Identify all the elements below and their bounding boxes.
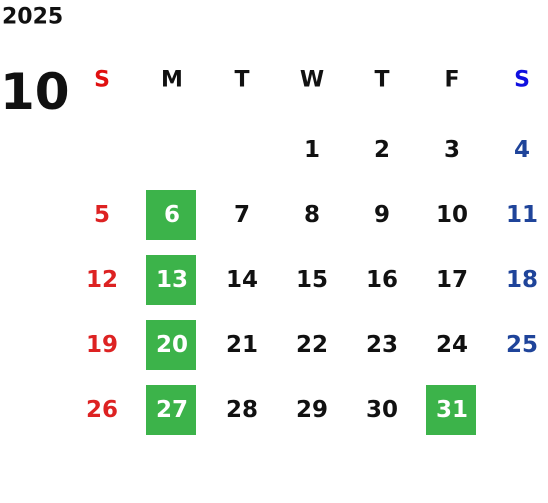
day-number: 10 xyxy=(436,202,468,228)
day-number: 5 xyxy=(94,202,110,228)
day-highlight xyxy=(146,320,196,370)
day-highlight xyxy=(146,385,196,435)
day-number: 3 xyxy=(444,137,460,163)
month: 10 xyxy=(0,63,70,121)
day-number: 12 xyxy=(86,267,118,293)
weekday-label: M xyxy=(161,68,183,93)
day-number: 24 xyxy=(436,332,468,358)
day-number: 18 xyxy=(506,267,538,293)
day-number: 30 xyxy=(366,397,398,423)
year: 2025 xyxy=(2,5,63,30)
day-highlight xyxy=(146,255,196,305)
day-number: 19 xyxy=(86,332,118,358)
day-number: 28 xyxy=(226,397,258,423)
day-number: 20 xyxy=(156,332,188,358)
day-number: 2 xyxy=(374,137,390,163)
day-number: 7 xyxy=(234,202,250,228)
day-number: 8 xyxy=(304,202,320,228)
day-number: 25 xyxy=(506,332,538,358)
day-number: 15 xyxy=(296,267,328,293)
day-number: 13 xyxy=(156,267,188,293)
day-number: 11 xyxy=(506,202,538,228)
weekday-label: W xyxy=(300,68,324,93)
day-highlight xyxy=(426,385,476,435)
weekday-label: T xyxy=(374,68,389,93)
day-number: 22 xyxy=(296,332,328,358)
day-number: 9 xyxy=(374,202,390,228)
day-number: 14 xyxy=(226,267,258,293)
day-number: 17 xyxy=(436,267,468,293)
day-number: 23 xyxy=(366,332,398,358)
day-number: 6 xyxy=(164,202,180,228)
day-number: 1 xyxy=(304,137,320,163)
day-number: 31 xyxy=(436,397,468,423)
day-number: 4 xyxy=(514,137,530,163)
weekday-label: S xyxy=(94,68,110,93)
day-number: 26 xyxy=(86,397,118,423)
day-number: 27 xyxy=(156,397,188,423)
day-number: 16 xyxy=(366,267,398,293)
day-number: 29 xyxy=(296,397,328,423)
weekday-label: S xyxy=(514,68,530,93)
weekday-label: F xyxy=(444,68,459,93)
weekday-label: T xyxy=(234,68,249,93)
day-number: 21 xyxy=(226,332,258,358)
day-highlight xyxy=(146,190,196,240)
